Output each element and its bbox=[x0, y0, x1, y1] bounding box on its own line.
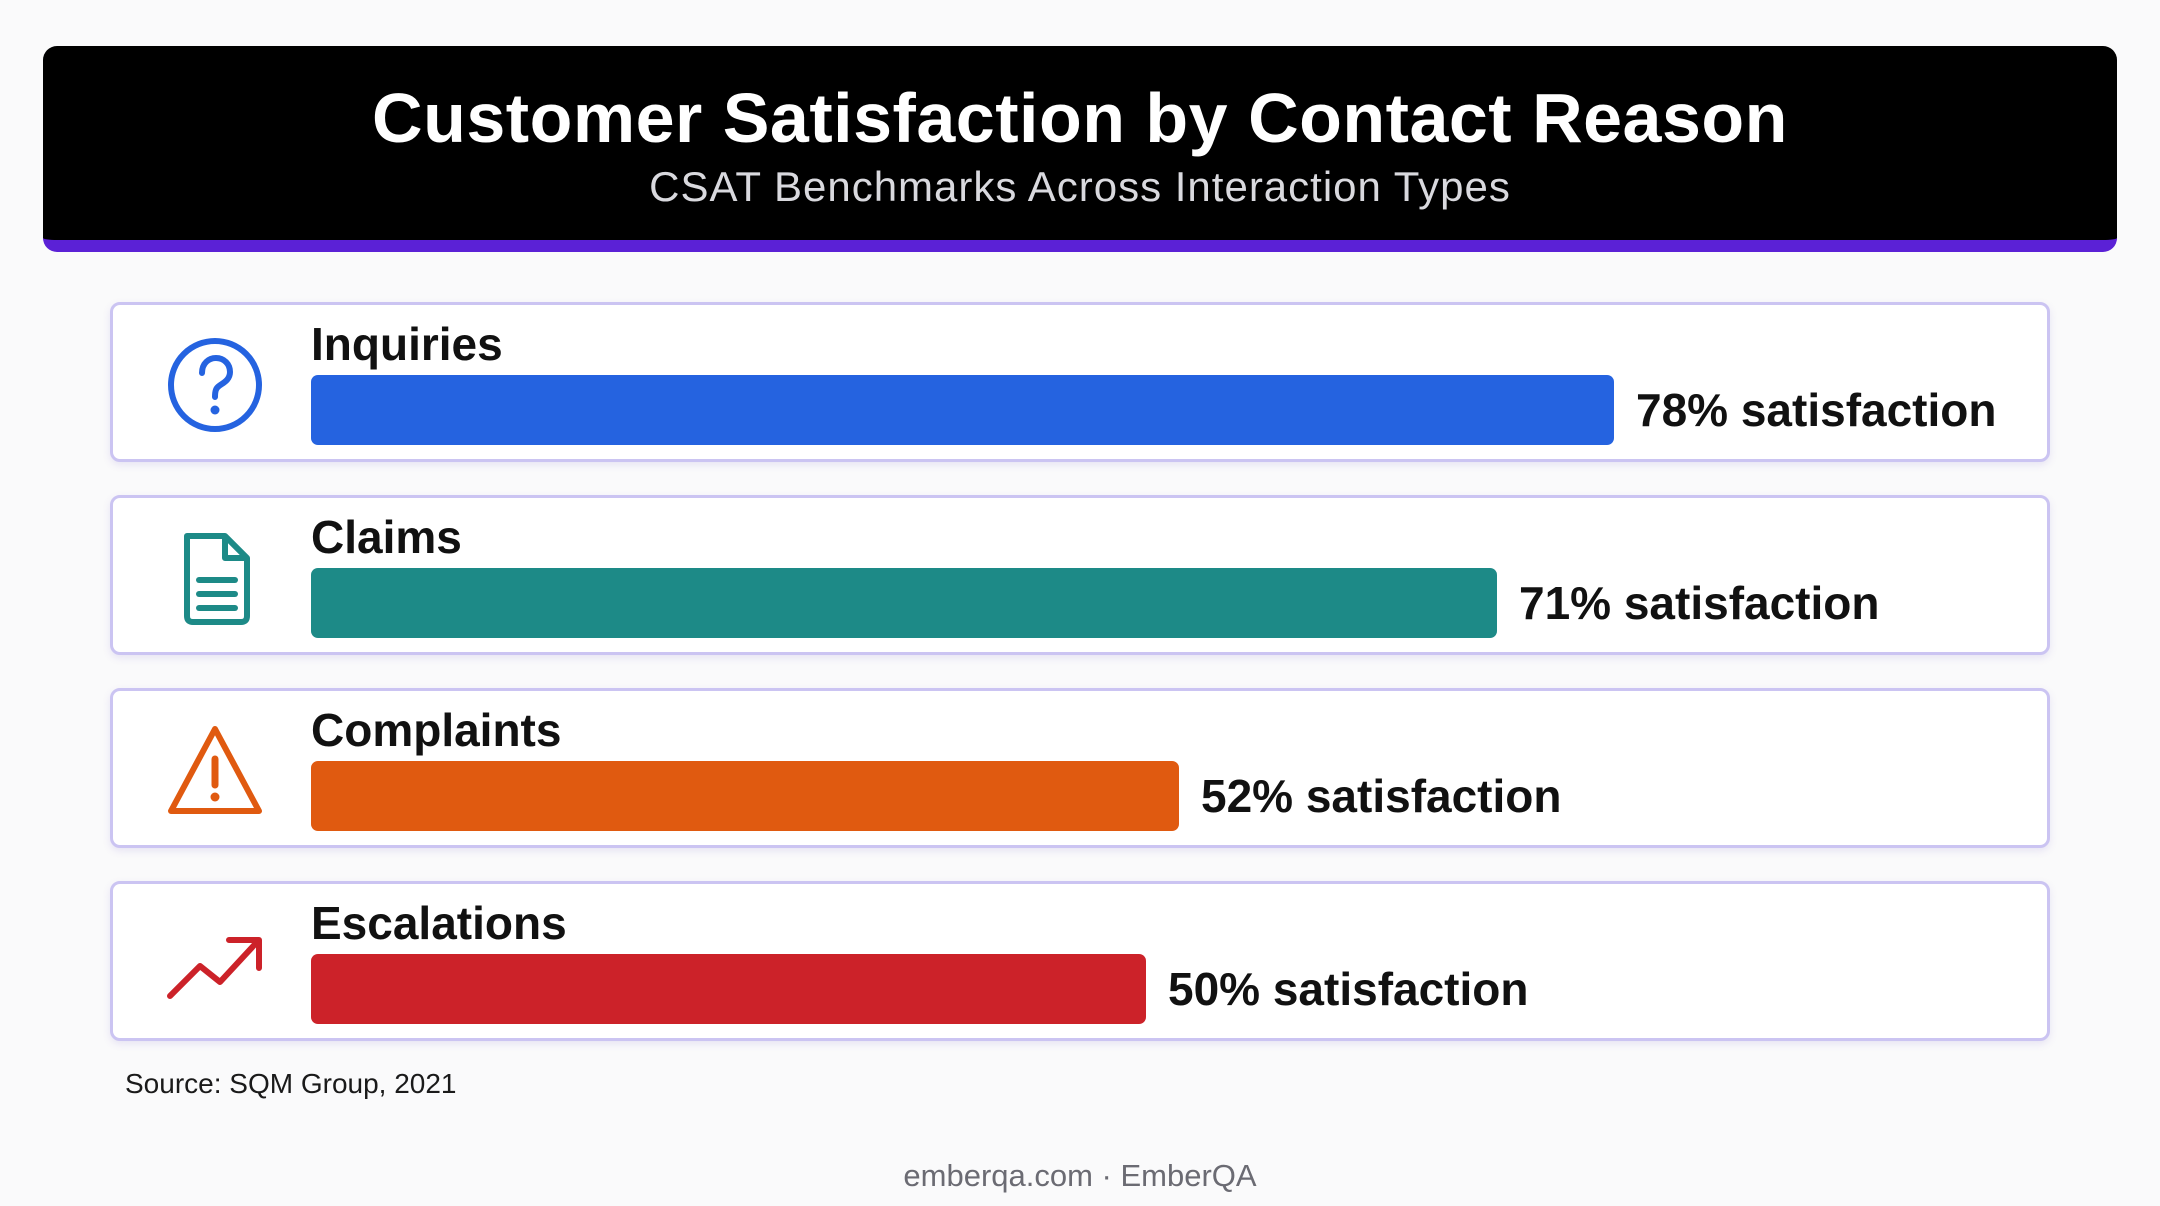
warning-triangle-icon bbox=[165, 721, 265, 821]
header-banner: Customer Satisfaction by Contact Reason … bbox=[43, 46, 2117, 252]
bar-track: 52% satisfaction bbox=[311, 761, 1981, 831]
category-label: Complaints bbox=[311, 704, 562, 756]
footer-credit: emberqa.com · EmberQA bbox=[903, 1158, 1257, 1193]
value-label: 71% satisfaction bbox=[1519, 577, 1880, 629]
bar-row-complaints: Complaints 52% satisfaction bbox=[110, 688, 2050, 848]
category-label: Escalations bbox=[311, 897, 567, 949]
bar-escalations bbox=[311, 954, 1146, 1024]
bar-row-inquiries: Inquiries 78% satisfaction bbox=[110, 302, 2050, 462]
bar-track: 78% satisfaction bbox=[311, 375, 1996, 445]
bar-row-escalations: Escalations 50% satisfaction bbox=[110, 881, 2050, 1041]
bar-row-claims: Claims 71% satisfaction bbox=[110, 495, 2050, 655]
bar-rows: Inquiries 78% satisfaction Claims 71% satis… bbox=[110, 302, 2050, 1074]
bar-inquiries bbox=[311, 375, 1614, 445]
bar-track: 50% satisfaction bbox=[311, 954, 1981, 1024]
category-label: Inquiries bbox=[311, 318, 503, 370]
category-label: Claims bbox=[311, 511, 462, 563]
document-icon bbox=[165, 528, 265, 628]
question-circle-icon bbox=[165, 335, 265, 435]
bar-complaints bbox=[311, 761, 1179, 831]
value-label: 50% satisfaction bbox=[1168, 963, 1529, 1015]
trending-up-icon bbox=[165, 914, 265, 1014]
bar-claims bbox=[311, 568, 1497, 638]
chart-title: Customer Satisfaction by Contact Reason bbox=[372, 79, 1788, 157]
chart-subtitle: CSAT Benchmarks Across Interaction Types bbox=[649, 163, 1511, 210]
bar-track: 71% satisfaction bbox=[311, 568, 1981, 638]
value-label: 52% satisfaction bbox=[1201, 770, 1562, 822]
value-label: 78% satisfaction bbox=[1636, 384, 1997, 436]
source-note: Source: SQM Group, 2021 bbox=[125, 1068, 457, 1099]
